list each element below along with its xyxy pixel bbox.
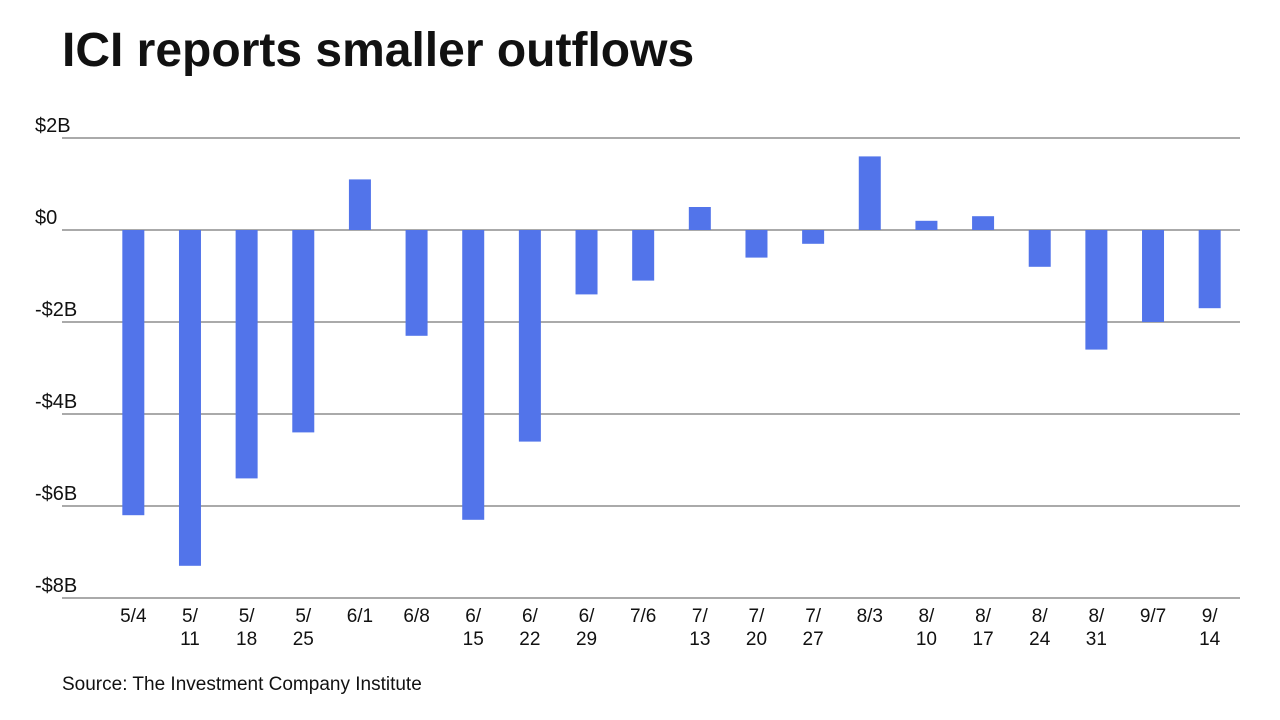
bar [518, 230, 541, 442]
bar [235, 230, 258, 479]
x-tick-label: 6/22 [519, 606, 540, 650]
bar [122, 230, 145, 516]
bar [462, 230, 485, 520]
bar [688, 207, 711, 230]
x-tick-label: 8/24 [1029, 606, 1051, 650]
bar [1028, 230, 1051, 267]
bar [802, 230, 825, 244]
bar [858, 156, 881, 230]
bar [745, 230, 768, 258]
source-note: Source: The Investment Company Institute [62, 674, 422, 695]
bar [1142, 230, 1165, 322]
bar [348, 179, 371, 230]
x-tick-label: 7/20 [746, 606, 767, 650]
x-tick-label: 8/17 [973, 606, 994, 650]
x-tick-label: 5/25 [293, 606, 314, 650]
x-tick-label: 7/27 [803, 606, 824, 650]
chart-title: ICI reports smaller outflows [62, 24, 694, 77]
x-tick-label: 5/11 [180, 606, 200, 650]
x-tick-label: 6/1 [347, 606, 373, 627]
x-tick-label: 9/7 [1140, 606, 1166, 627]
bar [178, 230, 201, 566]
y-tick-label: -$2B [35, 299, 77, 321]
y-tick-label: $2B [35, 115, 71, 137]
x-tick-label: 8/3 [857, 606, 883, 627]
x-tick-label: 6/8 [403, 606, 429, 627]
x-tick-label: 7/13 [689, 606, 710, 650]
y-tick-label: $0 [35, 207, 57, 229]
bar [972, 216, 995, 230]
bar [632, 230, 655, 281]
x-tick-label: 8/10 [916, 606, 937, 650]
x-tick-label: 5/4 [120, 606, 147, 627]
y-tick-label: -$6B [35, 483, 77, 505]
x-tick-label: 6/29 [576, 606, 597, 650]
y-tick-label: -$8B [35, 575, 77, 597]
bar [405, 230, 428, 336]
bar [292, 230, 315, 433]
x-tick-label: 6/15 [463, 606, 484, 650]
x-tick-label: 7/6 [630, 606, 656, 627]
x-tick-label: 8/31 [1086, 606, 1107, 650]
bar [1198, 230, 1221, 309]
y-tick-label: -$4B [35, 391, 77, 413]
x-tick-label: 9/14 [1199, 606, 1221, 650]
bar [575, 230, 598, 295]
x-tick-label: 5/18 [236, 606, 257, 650]
bar [915, 220, 938, 230]
bar [1085, 230, 1108, 350]
